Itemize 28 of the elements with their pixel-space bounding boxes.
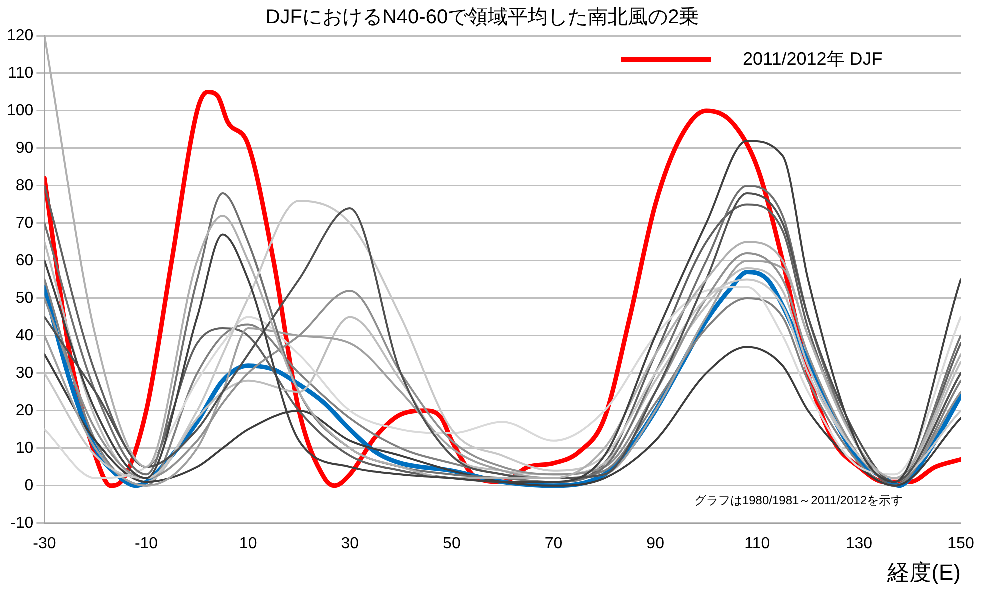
x-tick-label: -30 [33,535,56,552]
y-tick-label: 40 [16,327,34,344]
x-tick-label: 130 [846,535,873,552]
y-tick-label: 100 [6,102,34,120]
y-tick-label: 110 [8,64,34,82]
x-tick-label: 70 [544,535,563,552]
y-tick-label: 30 [16,364,34,382]
x-tick-label: 10 [239,535,258,552]
x-tick-label: 150 [948,535,974,552]
chart-title: DJFにおけるN40-60で領域平均した南北風の2乗 [266,6,700,29]
annotation: グラフは1980/1981～2011/2012を示す [694,494,903,508]
y-tick-label: 20 [16,402,34,420]
y-tick-label: 70 [16,214,34,232]
y-tick-label: 10 [16,440,34,457]
x-tick-label: -10 [134,535,158,552]
x-tick-label: 110 [744,535,770,552]
x-axis-title: 経度(E) [886,560,961,585]
y-tick-label: 120 [6,27,34,44]
legend-label: 2011/2012年 DJF [743,48,883,69]
y-tick-label: 90 [16,140,34,157]
x-tick-label: 90 [646,535,665,552]
x-tick-label: 30 [341,535,360,552]
x-tick-label: 50 [443,535,461,552]
y-tick-label: 50 [16,290,34,307]
y-tick-label: 60 [16,252,34,270]
y-tick-label: -10 [10,514,34,532]
y-tick-label: 80 [16,177,34,194]
y-tick-label: 0 [24,477,34,494]
